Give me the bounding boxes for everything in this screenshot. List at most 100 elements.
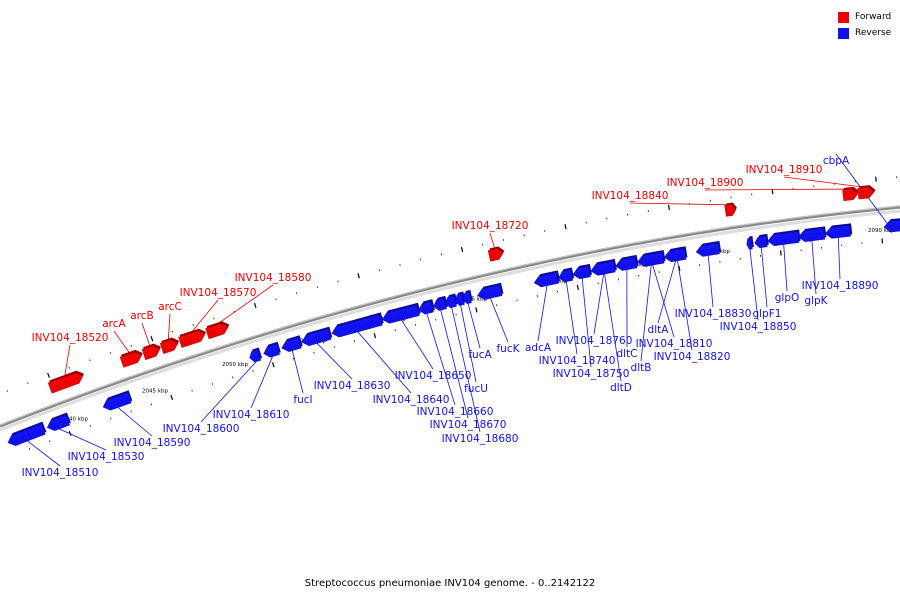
- gene-arrow[interactable]: [380, 302, 421, 325]
- gene-labels: INV104_18510 INV104_18520 INV104_18530 arcA…: [22, 155, 879, 479]
- gene-arrow[interactable]: [824, 223, 853, 239]
- legend-label: Forward: [855, 12, 892, 22]
- gene-arrow[interactable]: [767, 229, 801, 247]
- tick-mark: [475, 307, 478, 313]
- gene-arrow[interactable]: [746, 235, 755, 250]
- gene-arrow[interactable]: [639, 250, 666, 267]
- gene-arrow[interactable]: [141, 342, 163, 361]
- leader-line: [760, 247, 768, 308]
- leader-line: [357, 331, 412, 394]
- gene-arrow[interactable]: [883, 217, 900, 233]
- gene-arrow-body: [205, 323, 229, 340]
- gene-arrow-gloss: [457, 295, 463, 299]
- tick-mark: [27, 382, 29, 385]
- leader-line: [565, 281, 578, 355]
- gene-label: INV104_18530: [68, 451, 145, 463]
- gene-arrow-gloss: [803, 229, 824, 235]
- leader-line: [489, 232, 496, 250]
- leader-line: [291, 350, 304, 394]
- axis-line: [0, 205, 900, 428]
- gene-arrow[interactable]: [695, 240, 722, 258]
- tick-mark: [272, 362, 275, 368]
- gene-arrow-gloss: [562, 270, 571, 275]
- gene-arrow[interactable]: [280, 335, 304, 353]
- tick-mark: [109, 352, 112, 354]
- gene-arrow-body: [178, 330, 206, 348]
- tick-mark: [576, 284, 579, 291]
- gene-arrow[interactable]: [178, 327, 208, 348]
- gene-arrow[interactable]: [45, 412, 72, 432]
- gene-arrow-gloss: [597, 262, 614, 268]
- gene-label: INV104_18890: [802, 280, 879, 292]
- gene-arrow[interactable]: [462, 289, 474, 305]
- leader-line: [657, 260, 676, 324]
- leader-line: [440, 310, 469, 419]
- gene-label: INV104_18900: [667, 177, 744, 189]
- gene-arrow[interactable]: [667, 246, 688, 262]
- gene-arrow-body: [119, 351, 142, 368]
- gene-arrow[interactable]: [571, 263, 592, 280]
- gene-arrow[interactable]: [101, 390, 133, 412]
- gene-arrow-gloss: [539, 273, 557, 280]
- gene-arrow[interactable]: [300, 326, 333, 348]
- gene-arrow[interactable]: [444, 293, 459, 309]
- gene-arrow-gloss: [142, 347, 154, 353]
- gene-arrow-gloss: [422, 302, 432, 307]
- gene-arrows[interactable]: [5, 185, 900, 448]
- gene-arrow[interactable]: [5, 421, 47, 448]
- gene-arrow[interactable]: [476, 282, 504, 301]
- gene-arrow[interactable]: [330, 312, 384, 338]
- genome-axis: [0, 205, 900, 432]
- gene-label: fucK: [496, 343, 520, 355]
- gene-arrow[interactable]: [205, 319, 232, 340]
- axis-tick-label: 2050 kbp: [222, 362, 248, 368]
- gene-label: INV104_18580: [235, 272, 312, 284]
- gene-arrow-gloss: [306, 330, 329, 339]
- leader-line: [652, 264, 675, 338]
- gene-arrow-body: [263, 343, 280, 358]
- gene-arrow-body: [47, 372, 84, 394]
- gene-arrow[interactable]: [159, 336, 182, 354]
- tick-mark: [881, 238, 884, 244]
- gene-arrow-gloss: [577, 267, 589, 272]
- gene-arrow[interactable]: [119, 348, 145, 368]
- leader-line: [167, 313, 171, 341]
- gene-arrow[interactable]: [533, 270, 561, 288]
- tick-mark: [68, 366, 70, 369]
- leader-line: [401, 320, 434, 370]
- gene-arrow-gloss: [336, 315, 380, 330]
- gene-arrow[interactable]: [591, 259, 617, 276]
- gene-arrow-gloss: [724, 205, 732, 209]
- leader-line: [640, 265, 652, 362]
- gene-arrow[interactable]: [248, 347, 263, 363]
- gene-arrow-gloss: [51, 416, 67, 424]
- gene-arrow[interactable]: [754, 233, 769, 249]
- gene-arrow[interactable]: [614, 254, 639, 272]
- gene-arrow-gloss: [11, 425, 43, 439]
- gene-label: INV104_18840: [592, 190, 669, 202]
- gene-arrow[interactable]: [262, 341, 282, 359]
- gene-label: INV104_18600: [163, 423, 240, 435]
- gene-arrow[interactable]: [724, 202, 738, 217]
- gene-arrow[interactable]: [432, 295, 448, 312]
- gene-arrow[interactable]: [842, 186, 860, 202]
- gene-arrow[interactable]: [47, 369, 87, 394]
- gene-arrow-gloss: [772, 232, 798, 239]
- tick-mark: [357, 273, 360, 279]
- gene-arrow[interactable]: [454, 291, 467, 307]
- gene-arrow[interactable]: [857, 185, 876, 200]
- gene-arrow-gloss: [673, 249, 685, 254]
- axis-highlight: [0, 205, 900, 426]
- leader-line: [677, 260, 693, 351]
- gene-arrow-gloss: [701, 244, 718, 250]
- gene-arrow[interactable]: [487, 245, 506, 262]
- leader-line: [59, 428, 107, 451]
- gene-arrow[interactable]: [557, 267, 575, 283]
- tick-mark: [89, 359, 91, 362]
- gene-arrow[interactable]: [797, 226, 827, 242]
- gene-arrow[interactable]: [417, 299, 435, 315]
- gene-label: INV104_18570: [180, 287, 257, 299]
- gene-label: arcC: [158, 301, 182, 313]
- axis-tick-label: 2045 kbp: [142, 388, 168, 394]
- genome-caption: Streptococcus pneumoniae INV104 genome. …: [304, 578, 596, 589]
